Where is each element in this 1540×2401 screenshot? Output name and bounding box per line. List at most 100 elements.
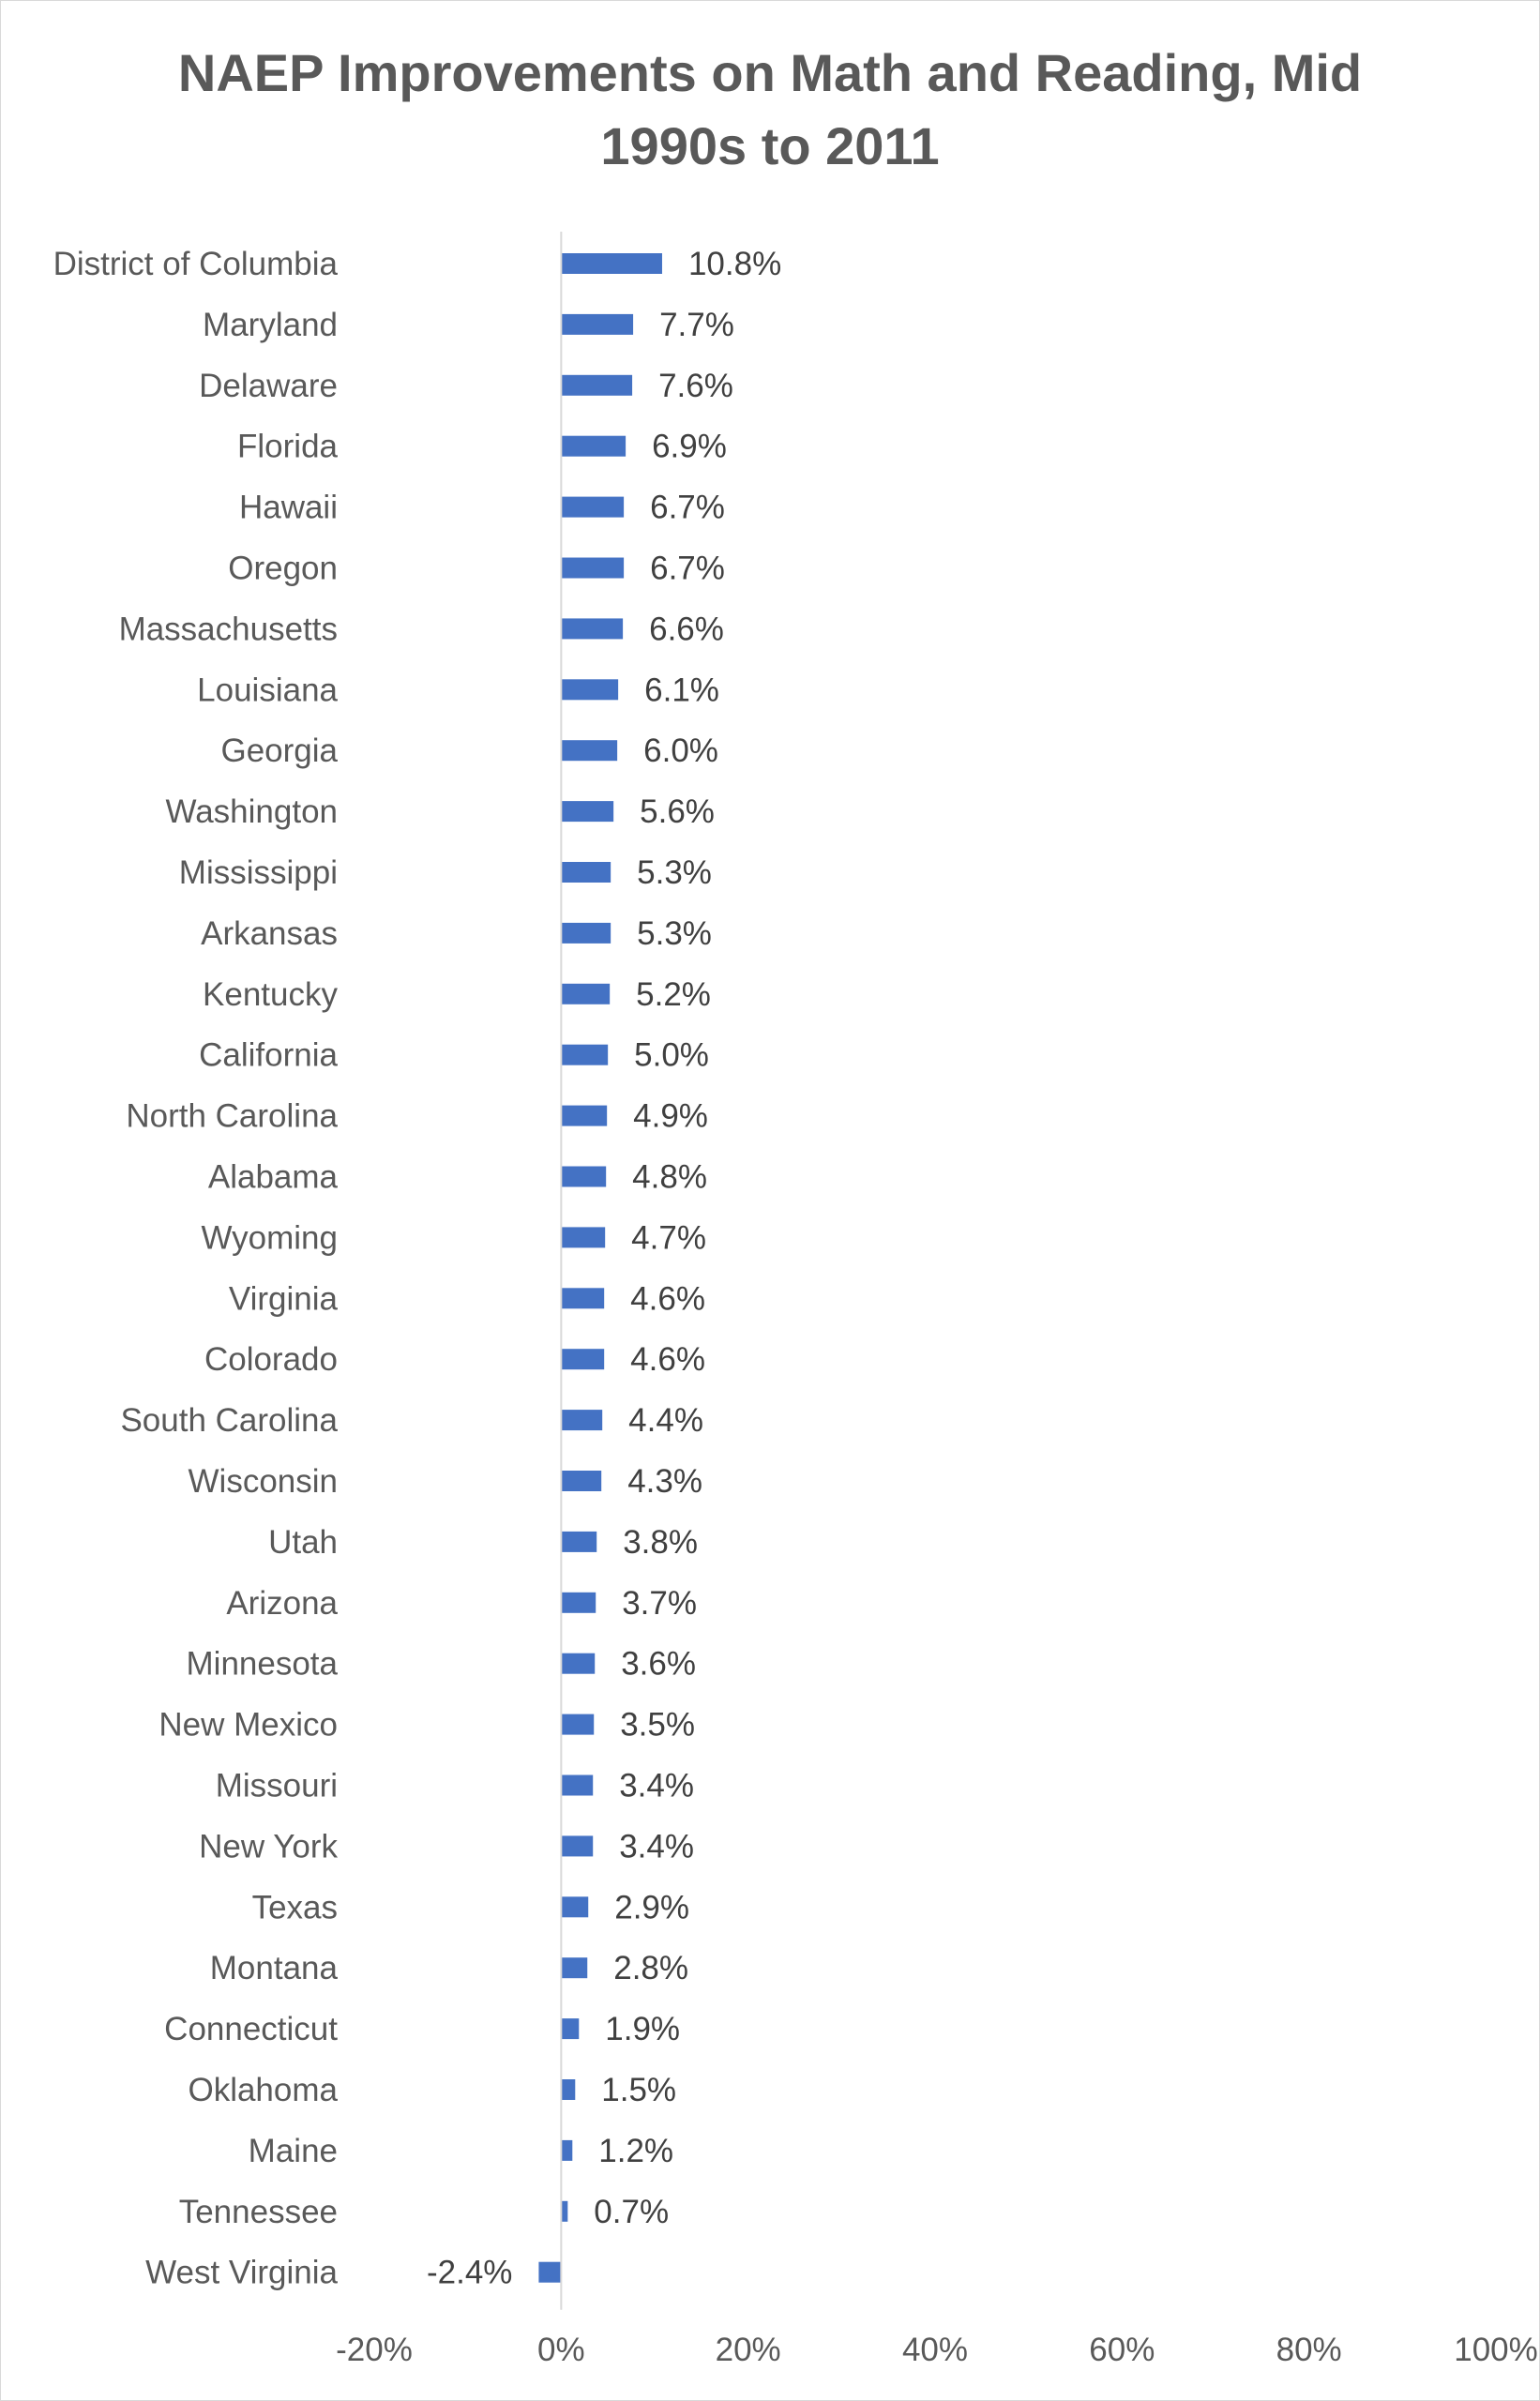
bar — [561, 557, 625, 579]
data-label: 0.7% — [594, 2194, 669, 2230]
category-label: Louisiana — [197, 672, 338, 708]
data-label: 5.3% — [637, 854, 712, 891]
data-label: 3.8% — [623, 1524, 698, 1561]
category-label: South Carolina — [120, 1402, 338, 1439]
data-label: 6.7% — [650, 551, 725, 587]
category-label: New Mexico — [159, 1707, 338, 1744]
bar — [561, 2139, 573, 2161]
category-label: Montana — [210, 1950, 339, 1986]
data-label: 3.4% — [619, 1768, 694, 1805]
bar — [561, 1896, 589, 1918]
data-label: 4.3% — [627, 1463, 702, 1500]
bar — [538, 2261, 562, 2283]
bar — [561, 1835, 594, 1857]
bar — [561, 496, 625, 518]
data-label: 1.5% — [601, 2072, 676, 2108]
data-label: 4.6% — [630, 1280, 705, 1317]
bar — [561, 1288, 605, 1309]
x-tick-label: 100% — [1454, 2332, 1538, 2368]
x-tick-labels-group: -20% 0% 20% 40% 60% 80% 100% — [336, 2332, 1538, 2368]
category-label: Virginia — [229, 1280, 339, 1317]
x-tick-label: 20% — [716, 2332, 781, 2368]
x-tick-label: 0% — [537, 2332, 585, 2368]
category-label: Utah — [268, 1524, 338, 1561]
data-label: 3.6% — [621, 1646, 696, 1683]
data-label: 4.9% — [633, 1098, 708, 1135]
x-tick-label: -20% — [336, 2332, 413, 2368]
data-label: 5.6% — [640, 793, 715, 830]
data-label: 1.9% — [605, 2011, 680, 2047]
bar — [561, 1227, 606, 1248]
data-label: 7.7% — [659, 307, 734, 343]
data-label: 4.8% — [632, 1159, 707, 1196]
bars-group — [538, 253, 662, 2283]
data-label: 6.7% — [650, 490, 725, 526]
bar — [561, 313, 634, 335]
data-label: 5.2% — [636, 976, 711, 1013]
data-label: 2.9% — [614, 1889, 689, 1925]
category-label: Minnesota — [187, 1646, 339, 1683]
category-label: North Carolina — [126, 1098, 338, 1135]
x-tick-label: 60% — [1089, 2332, 1155, 2368]
data-label: 6.9% — [652, 429, 727, 465]
bar — [561, 2018, 580, 2040]
category-label: Wyoming — [201, 1219, 338, 1256]
data-labels-group: 10.8% 7.7% 7.6% 6.9% 6.7% 6.7% 6.6% 6.1% 6.0% 5.6… — [427, 246, 781, 2291]
data-label: 3.4% — [619, 1828, 694, 1865]
bar — [561, 1349, 605, 1370]
bar — [561, 1653, 596, 1674]
category-label: Massachusetts — [119, 611, 338, 647]
bar — [561, 435, 627, 457]
category-label: Missouri — [216, 1768, 338, 1805]
category-label: Maryland — [203, 307, 338, 343]
bar — [561, 1531, 597, 1552]
category-label: Delaware — [199, 368, 338, 404]
bar — [561, 801, 614, 823]
data-label: 6.6% — [649, 611, 724, 647]
category-label: Mississippi — [179, 854, 338, 891]
data-label: 4.4% — [628, 1402, 703, 1439]
category-label: Florida — [237, 429, 339, 465]
bar — [561, 1957, 588, 1979]
bar — [561, 253, 662, 274]
data-label: 5.3% — [637, 915, 712, 952]
bar — [561, 862, 611, 883]
category-label: Connecticut — [164, 2011, 338, 2047]
data-label: 2.8% — [613, 1950, 688, 1986]
category-label: Tennessee — [179, 2194, 338, 2230]
category-label: West Virginia — [145, 2255, 338, 2291]
category-label: Arizona — [226, 1585, 338, 1622]
category-label: Texas — [252, 1889, 338, 1925]
data-label: 3.7% — [622, 1585, 697, 1622]
category-label: California — [199, 1037, 338, 1074]
bar — [561, 2079, 576, 2100]
bar — [561, 1714, 595, 1735]
bar — [561, 618, 624, 640]
bar — [561, 679, 619, 701]
bar — [561, 1105, 608, 1126]
bar — [561, 1592, 596, 1613]
category-label: Oklahoma — [188, 2072, 338, 2108]
bar — [561, 374, 633, 396]
bar — [561, 922, 611, 944]
data-label: 10.8% — [688, 246, 781, 282]
data-label: 3.5% — [620, 1707, 695, 1744]
data-label: 4.6% — [630, 1341, 705, 1378]
category-label: New York — [199, 1828, 338, 1865]
chart-title: NAEP Improvements on Math and Reading, M… — [177, 43, 1363, 175]
category-label: Colorado — [204, 1341, 338, 1378]
data-label: 6.1% — [644, 672, 719, 708]
bar — [561, 1166, 607, 1187]
bar — [561, 1410, 603, 1431]
category-label: Washington — [165, 793, 338, 830]
x-tick-label: 80% — [1276, 2332, 1342, 2368]
category-label: Wisconsin — [189, 1463, 338, 1500]
bar — [561, 1044, 609, 1065]
bar — [561, 1471, 602, 1491]
data-label: 7.6% — [658, 368, 733, 404]
data-label: 4.7% — [631, 1219, 706, 1256]
x-tick-label: 40% — [902, 2332, 968, 2368]
data-label: 5.0% — [634, 1037, 709, 1074]
category-label: Arkansas — [201, 915, 338, 952]
